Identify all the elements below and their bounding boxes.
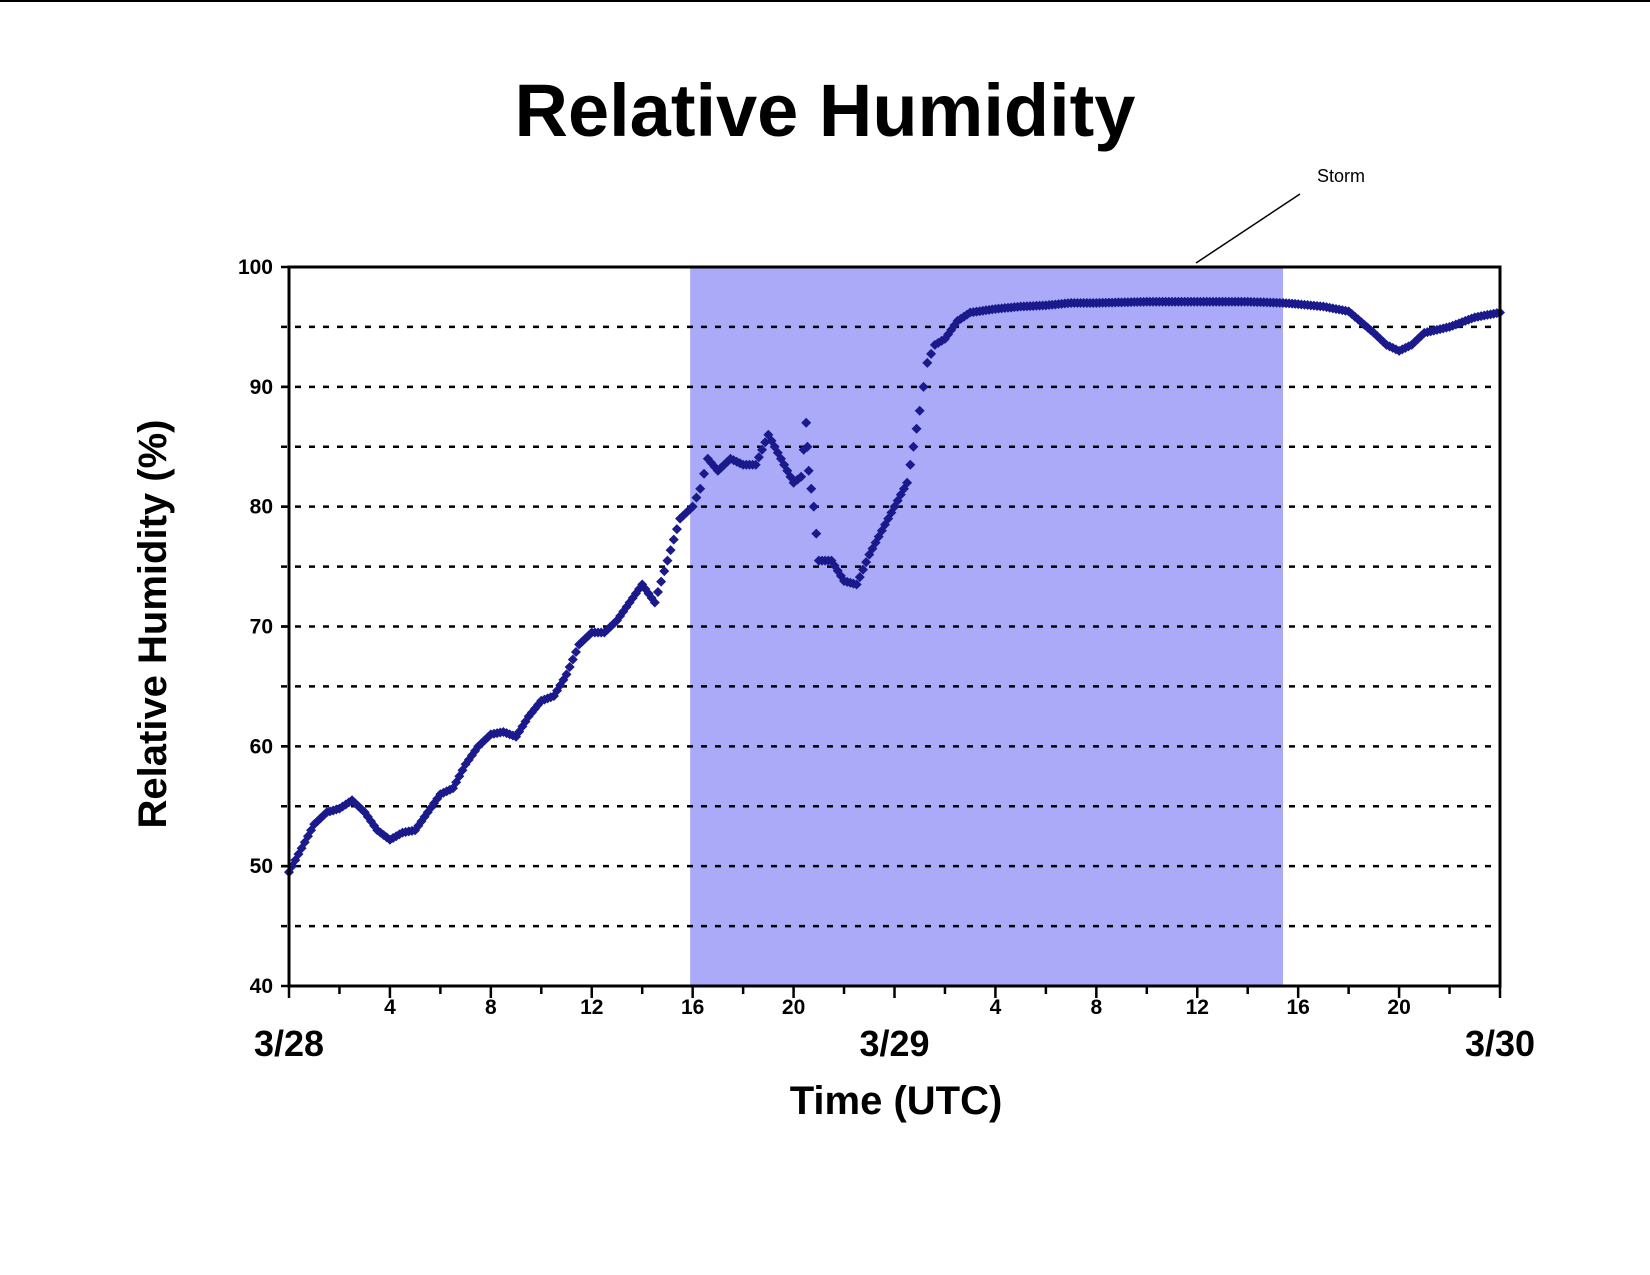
top-border-line (0, 0, 1650, 2)
day-label: 3/30 (1465, 1023, 1535, 1064)
data-point (803, 465, 814, 476)
data-point (918, 381, 929, 392)
data-point (561, 669, 572, 680)
data-point (649, 597, 660, 608)
data-point (911, 423, 922, 434)
data-point (695, 483, 706, 494)
y-tick-label: 40 (250, 975, 273, 998)
data-point (662, 555, 673, 566)
data-point (652, 587, 663, 598)
data-point (570, 646, 581, 657)
x-axis-label: Time (UTC) (790, 1079, 1003, 1123)
data-point (801, 417, 812, 428)
day-labels: 3/28 3/29 3/30 (254, 1023, 1535, 1064)
data-point (659, 566, 670, 577)
data-point (902, 477, 913, 488)
x-tick-label: 16 (1286, 996, 1309, 1019)
y-tick-label: 100 (238, 256, 273, 279)
data-points (284, 296, 1505, 878)
data-point (750, 459, 761, 470)
y-tick-label: 80 (250, 496, 273, 519)
annotation-label: Storm (1317, 166, 1365, 186)
x-tick-label: 4 (384, 996, 396, 1019)
x-tick-label: 20 (782, 996, 805, 1019)
annotation-leader-line (1195, 193, 1301, 264)
data-point (691, 492, 702, 503)
data-point (811, 528, 822, 539)
y-tick-label: 90 (250, 376, 273, 399)
data-point (671, 524, 682, 535)
chart-title: Relative Humidity (514, 69, 1136, 152)
data-point (861, 557, 872, 568)
x-axis-ticks: 4 8 12 16 20 4 8 12 16 20 (287, 986, 1502, 1019)
data-point (665, 545, 676, 556)
data-point (567, 654, 578, 665)
data-point (905, 459, 916, 470)
data-point (656, 576, 667, 587)
x-tick-label: 12 (1186, 996, 1209, 1019)
data-point (922, 357, 933, 368)
y-tick-label: 50 (250, 855, 273, 878)
x-tick-label: 8 (1090, 996, 1102, 1019)
data-point (699, 468, 710, 479)
x-tick-label: 4 (990, 996, 1002, 1019)
data-point (668, 534, 679, 545)
y-tick-label: 70 (250, 616, 273, 639)
y-axis-label: Relative Humidity (%) (131, 420, 175, 829)
data-point (808, 501, 819, 512)
data-point (854, 572, 865, 583)
x-tick-label: 16 (681, 996, 704, 1019)
data-point (753, 452, 764, 463)
x-tick-label: 12 (580, 996, 603, 1019)
day-label: 3/28 (254, 1023, 324, 1064)
data-point (687, 501, 698, 512)
y-axis-ticks: 40 50 60 70 80 90 100 (238, 256, 289, 998)
data-point (851, 579, 862, 590)
storm-annotation: Storm (1195, 166, 1365, 264)
y-tick-label: 60 (250, 735, 273, 758)
data-point (914, 405, 925, 416)
data-point (802, 441, 813, 452)
data-point (564, 661, 575, 672)
data-point (806, 483, 817, 494)
data-point (757, 444, 768, 455)
data-point (796, 471, 807, 482)
x-tick-label: 8 (485, 996, 497, 1019)
x-tick-label: 20 (1387, 996, 1410, 1019)
data-point (857, 564, 868, 575)
day-label: 3/29 (859, 1023, 929, 1064)
data-point (908, 441, 919, 452)
data-point (926, 348, 937, 359)
